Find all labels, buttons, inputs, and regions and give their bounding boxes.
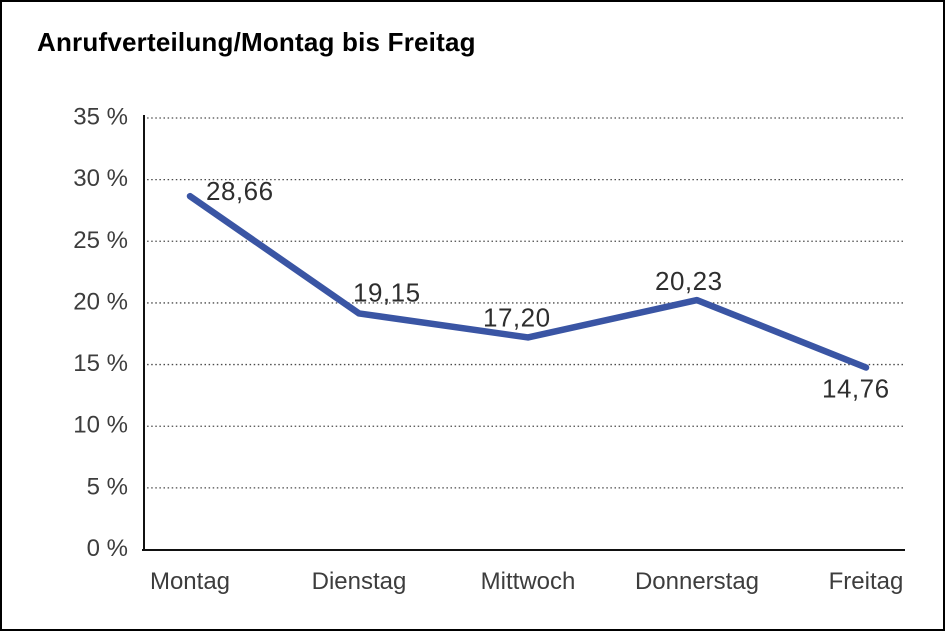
data-point-label: 17,20 <box>483 302 551 332</box>
chart-title: Anrufverteilung/Montag bis Freitag <box>37 27 476 57</box>
y-tick-label: 0 % <box>87 535 128 562</box>
data-point-label: 14,76 <box>822 374 890 404</box>
data-point-label: 19,15 <box>353 277 421 307</box>
y-tick-label: 15 % <box>73 350 128 377</box>
x-category-label: Freitag <box>829 568 904 595</box>
x-category-label: Donnerstag <box>635 568 759 595</box>
data-point-label: 28,66 <box>206 176 274 206</box>
x-category-label: Mittwoch <box>481 568 576 595</box>
y-tick-label: 5 % <box>87 473 128 500</box>
y-tick-label: 10 % <box>73 412 128 439</box>
data-line <box>186 192 870 371</box>
y-tick-label: 35 % <box>73 104 128 131</box>
x-category-label: Montag <box>150 568 230 595</box>
y-tick-label: 20 % <box>73 288 128 315</box>
x-category-label: Dienstag <box>312 568 407 595</box>
data-point-label: 20,23 <box>655 266 723 296</box>
y-tick-label: 25 % <box>73 227 128 254</box>
y-tick-label: 30 % <box>73 165 128 192</box>
